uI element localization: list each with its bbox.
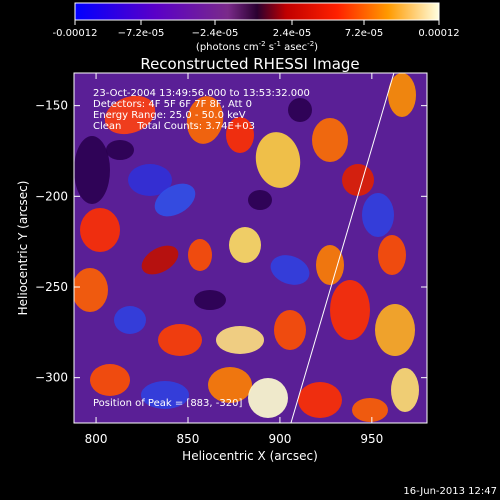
- annotation-energy-range: Energy Range: 25.0 - 50.0 keV: [93, 110, 246, 121]
- emission-blob: [255, 132, 301, 188]
- emission-blob: [229, 227, 261, 263]
- colorbar-gradient: [74, 2, 440, 21]
- emission-blob: [375, 304, 415, 356]
- y-tick-label: −300: [35, 371, 68, 385]
- colorbar-tick-label: 0.00012: [418, 28, 459, 39]
- colorbar-tick-label: -0.00012: [53, 28, 98, 39]
- emission-blob: [352, 398, 388, 422]
- y-tick-label: −250: [35, 280, 68, 294]
- colorbar-units-label: (photons cm-2 s-1 asec-2): [196, 40, 318, 53]
- x-tick-label: 850: [177, 432, 200, 446]
- emission-blob: [90, 364, 130, 396]
- emission-blob: [186, 96, 224, 144]
- emission-blob: [388, 73, 416, 117]
- emission-blob: [74, 136, 110, 204]
- y-tick-label: −200: [35, 189, 68, 203]
- emission-blob: [208, 367, 252, 403]
- emission-blob: [316, 245, 344, 285]
- emission-blob: [298, 382, 342, 418]
- emission-blob: [226, 117, 254, 153]
- y-axis: −150 −200 −250 −300: [35, 99, 427, 385]
- colorbar-tick-label: 2.4e-05: [273, 28, 311, 39]
- x-axis-label: Heliocentric X (arcsec): [182, 449, 318, 463]
- emission-blob: [274, 310, 306, 350]
- emission-blob: [248, 378, 288, 418]
- chart-title: Reconstructed RHESSI Image: [140, 55, 359, 73]
- emission-blob: [312, 118, 348, 162]
- colorbar-ticks: -0.00012 −7.2e-05 −2.4e-05 2.4e-05 7.2e-05 0.…: [53, 20, 460, 39]
- emission-blob: [154, 183, 196, 217]
- emission-blobs: [74, 73, 419, 422]
- x-axis: 800 850 900 950: [85, 73, 383, 446]
- emission-blob: [141, 245, 179, 275]
- emission-blob: [80, 208, 120, 252]
- annotation-block: 23-Oct-2004 13:49:56.000 to 13:53:32.000…: [93, 88, 310, 132]
- y-axis-label: Heliocentric Y (arcsec): [16, 181, 30, 316]
- emission-blob: [216, 326, 264, 354]
- emission-blob: [158, 324, 202, 356]
- footer-date: 16-Jun-2013 12:47: [403, 486, 497, 497]
- solar-limb-line: [290, 73, 395, 423]
- emission-blob: [188, 239, 212, 271]
- emission-blob: [270, 255, 310, 285]
- emission-blob: [330, 280, 370, 340]
- colorbar-tick-label: 7.2e-05: [345, 28, 383, 39]
- annotation-detectors: Detectors: 4F 5F 6F 7F 8F, Att 0: [93, 99, 252, 110]
- emission-blob: [288, 98, 312, 122]
- emission-blob: [106, 140, 134, 160]
- annotation-total-counts: Clean Total Counts: 3.74E+03: [93, 121, 255, 132]
- emission-blob: [104, 95, 156, 135]
- x-tick-label: 800: [85, 432, 108, 446]
- emission-blob: [194, 290, 226, 310]
- plot-frame: [73, 72, 428, 424]
- y-tick-label: −150: [35, 99, 68, 113]
- emission-blob: [391, 368, 419, 412]
- emission-blob: [128, 164, 172, 196]
- emission-blob: [378, 235, 406, 275]
- x-tick-label: 950: [360, 432, 383, 446]
- emission-blob: [342, 164, 374, 196]
- colorbar: -0.00012 −7.2e-05 −2.4e-05 2.4e-05 7.2e-05 0.…: [53, 2, 460, 53]
- emission-blob: [74, 268, 108, 312]
- x-tick-label: 900: [268, 432, 291, 446]
- peak-position-label: Position of Peak = [883, -320]: [93, 398, 242, 409]
- emission-blob: [114, 306, 146, 334]
- emission-blob: [248, 190, 272, 210]
- annotation-time-range: 23-Oct-2004 13:49:56.000 to 13:53:32.000: [93, 88, 310, 99]
- emission-blob: [141, 381, 189, 409]
- emission-blob: [362, 193, 394, 237]
- colorbar-tick-label: −2.4e-05: [192, 28, 239, 39]
- heatmap-image: [74, 73, 427, 423]
- colorbar-tick-label: −7.2e-05: [118, 28, 165, 39]
